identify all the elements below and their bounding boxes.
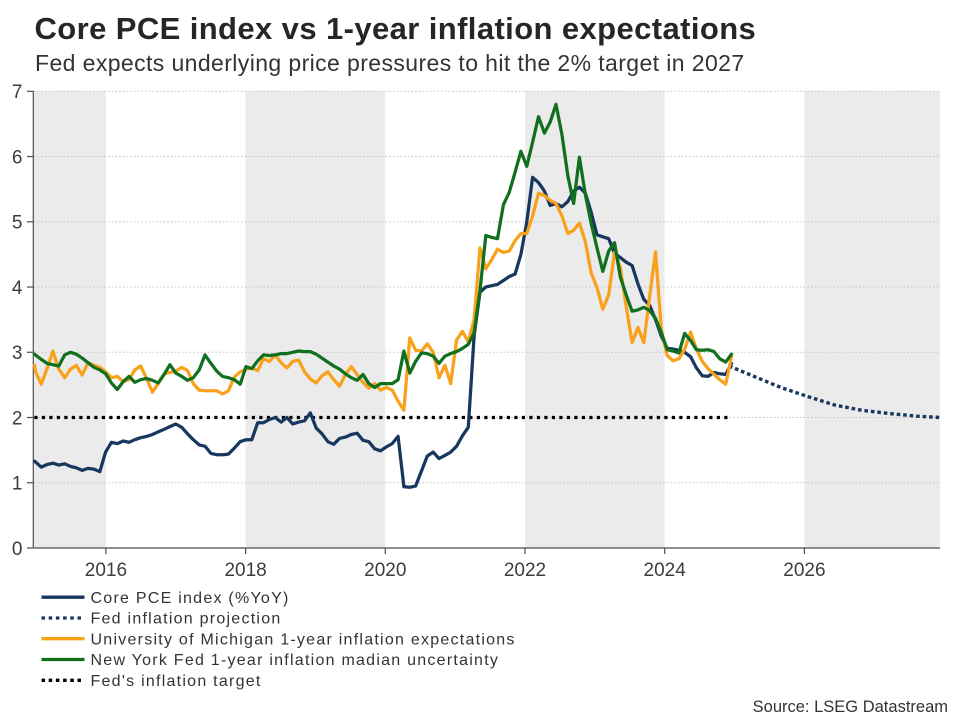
svg-text:1: 1 xyxy=(12,474,23,495)
svg-text:2: 2 xyxy=(12,408,23,429)
svg-text:6: 6 xyxy=(12,147,23,168)
svg-text:University of Michigan 1-year: University of Michigan 1-year inflation … xyxy=(91,631,516,648)
svg-text:7: 7 xyxy=(12,82,23,103)
svg-text:Fed expects underlying price p: Fed expects underlying price pressures t… xyxy=(35,50,745,76)
svg-text:2026: 2026 xyxy=(783,560,825,581)
svg-text:Core PCE index (%YoY): Core PCE index (%YoY) xyxy=(91,590,290,607)
svg-text:2020: 2020 xyxy=(364,560,406,581)
svg-text:4: 4 xyxy=(12,278,23,299)
svg-text:5: 5 xyxy=(12,213,23,234)
svg-text:Fed's inflation target: Fed's inflation target xyxy=(91,673,262,690)
svg-text:Source: LSEG Datastream: Source: LSEG Datastream xyxy=(753,698,948,716)
svg-text:New York Fed 1-year inflation: New York Fed 1-year inflation madian unc… xyxy=(91,652,500,669)
svg-text:Core PCE index vs 1-year infla: Core PCE index vs 1-year inflation expec… xyxy=(35,11,757,46)
svg-text:0: 0 xyxy=(12,539,23,560)
svg-text:2016: 2016 xyxy=(85,560,127,581)
svg-text:2018: 2018 xyxy=(224,560,266,581)
svg-text:Fed inflation projection: Fed inflation projection xyxy=(91,611,282,628)
svg-text:2022: 2022 xyxy=(504,560,546,581)
svg-text:2024: 2024 xyxy=(644,560,687,581)
svg-text:3: 3 xyxy=(12,343,23,364)
